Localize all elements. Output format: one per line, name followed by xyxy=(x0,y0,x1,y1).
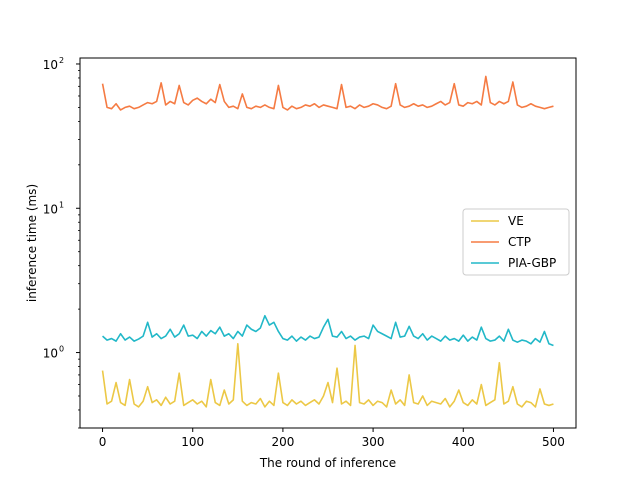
series-line-ve xyxy=(101,342,554,408)
x-ticks: 0 100 200 300 400 500 xyxy=(99,428,565,449)
legend-entry-label: PIA-GBP xyxy=(508,256,556,270)
y-tick-exponent: 1 xyxy=(59,200,64,209)
x-tick-label: 0 xyxy=(99,435,107,449)
y-axis-label: inference time (ms) xyxy=(25,184,39,302)
y-tick-exponent: 2 xyxy=(59,56,64,65)
x-tick-label: 300 xyxy=(362,435,385,449)
x-tick-label: 500 xyxy=(542,435,565,449)
legend-box xyxy=(462,208,570,276)
y-tick-exponent: 0 xyxy=(59,345,64,354)
series-line-pia-gbp xyxy=(102,314,554,347)
legend: VE CTP PIA-GBP xyxy=(462,208,570,276)
y-tick-label: 10 xyxy=(43,347,58,361)
y-tick-label: 10 xyxy=(43,202,58,216)
y-tick-label: 10 xyxy=(43,58,58,72)
x-tick-label: 100 xyxy=(181,435,204,449)
legend-entry-label: CTP xyxy=(508,235,531,249)
x-tick-label: 400 xyxy=(452,435,475,449)
x-axis-label: The round of inference xyxy=(259,456,396,470)
series-lines xyxy=(101,75,554,408)
legend-entry-label: VE xyxy=(508,214,524,228)
series-line-ctp xyxy=(101,75,554,111)
axes-frame xyxy=(79,57,577,429)
x-tick-label: 200 xyxy=(271,435,294,449)
